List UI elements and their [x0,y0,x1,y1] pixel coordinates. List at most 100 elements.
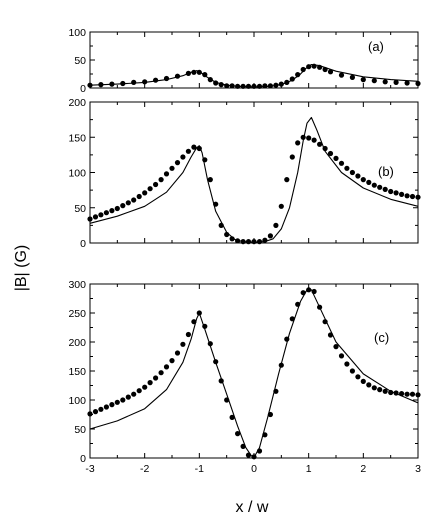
data-point [235,238,241,244]
data-point [136,388,142,394]
data-point [317,304,323,310]
data-point [371,78,377,84]
panel-label: (a) [368,39,384,54]
data-point [251,239,257,245]
data-point [224,231,230,238]
data-point [327,69,334,75]
data-point [366,382,372,388]
data-point [322,145,328,152]
data-point [355,374,361,380]
x-tick-label: -1 [195,463,204,475]
series-line [89,63,419,88]
data-point [131,79,137,85]
data-point [147,186,153,192]
panel-label: (c) [374,330,389,345]
data-point [349,169,355,176]
data-point [284,336,290,342]
data-point [300,290,306,296]
y-tick-label: 300 [68,279,86,291]
data-point [360,177,366,183]
data-point [382,79,388,85]
panel-0: 0 50 100 (a) [68,27,421,95]
data-point [306,135,312,141]
data-point [240,443,246,449]
data-point [338,160,345,166]
data-point [349,74,355,80]
data-point [251,83,257,89]
data-point [158,370,164,376]
y-tick-label: 50 [74,55,86,67]
data-point [388,188,394,195]
data-point [289,316,295,322]
data-point [229,236,235,242]
y-tick-label: 100 [68,27,86,39]
x-tick-label: -3 [85,463,94,475]
data-point [404,80,410,86]
data-point [213,80,219,86]
data-point [185,331,191,338]
data-point [284,79,290,85]
data-point [245,452,252,458]
data-point [202,157,208,163]
data-point [229,83,235,89]
data-point [98,82,104,88]
plot-frame [89,101,419,244]
data-point [224,397,230,403]
data-point [229,414,235,420]
data-point [196,310,202,316]
data-point [98,212,104,218]
data-point [207,177,213,183]
data-point [295,72,301,78]
panel-2: 0 50 100 150 200 250 300 -3 -2 -1 0 1 2 3 (c) [68,279,421,475]
data-point [262,432,268,438]
panel-1: 0 50 100 150 200 (b) [68,97,421,250]
data-point [393,190,399,196]
data-point [92,409,99,415]
data-point [191,319,197,325]
data-point [409,193,416,200]
data-point [349,368,355,374]
data-point [306,287,312,293]
data-point [300,66,306,73]
data-point [109,81,115,87]
data-point [109,208,115,214]
data-point [284,177,290,183]
data-point [311,288,317,295]
data-point [278,81,284,87]
panel-label: (b) [378,164,394,179]
data-point [311,63,317,69]
data-point [382,388,388,394]
y-tick-label: 100 [68,168,86,180]
data-point [256,83,263,89]
x-axis-title: x / w [236,499,269,516]
y-tick-label: 200 [68,97,86,109]
data-point [344,361,350,367]
y-tick-label: 200 [68,337,86,349]
data-point [174,350,181,356]
data-point [213,359,219,365]
data-point [103,210,109,216]
data-point [196,69,202,75]
data-point [114,205,120,212]
data-point [240,239,246,245]
data-point [333,344,339,350]
data-point [120,203,126,209]
data-point [153,77,159,83]
data-point [267,233,273,239]
data-point [196,145,202,152]
data-point [109,402,115,408]
data-point [333,155,339,161]
data-point [388,389,394,396]
plot-frame [89,283,419,459]
data-point [103,404,109,410]
data-point [213,201,219,207]
data-point [120,397,126,403]
y-tick-label: 50 [74,203,86,215]
data-point [295,301,301,307]
data-point [142,79,148,85]
data-point [114,399,120,405]
data-point [174,73,181,79]
data-point [338,353,345,359]
data-point [136,193,142,200]
data-point [131,391,137,397]
